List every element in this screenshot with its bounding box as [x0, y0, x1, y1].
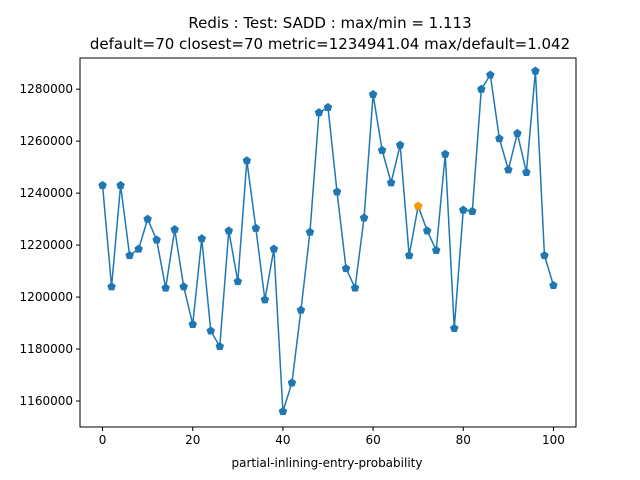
data-point [486, 70, 495, 79]
data-point [206, 326, 216, 335]
data-point [287, 378, 297, 387]
data-point [125, 250, 134, 260]
data-point [359, 213, 369, 222]
data-point [549, 280, 558, 290]
y-tick-label: 1280000 [20, 82, 73, 96]
data-point [513, 128, 522, 138]
data-point [116, 180, 125, 189]
y-tick-label: 1260000 [20, 134, 73, 148]
data-point [296, 305, 306, 314]
chart-title: Redis : Test: SADD : max/min = 1.113 [188, 14, 471, 32]
y-tick-label: 1180000 [20, 342, 73, 356]
data-point [458, 205, 468, 214]
data-point [179, 282, 188, 291]
data-point [188, 319, 198, 328]
x-tick-label: 100 [542, 433, 565, 447]
data-point [386, 178, 396, 187]
x-tick-label: 0 [99, 433, 107, 447]
data-point [233, 276, 243, 286]
y-tick-label: 1240000 [20, 186, 73, 200]
x-tick-label: 60 [365, 433, 380, 447]
y-tick-label: 1200000 [20, 290, 73, 304]
data-point [522, 167, 531, 176]
data-point [422, 226, 432, 235]
data-point [197, 234, 207, 243]
data-point [504, 165, 513, 174]
data-point [449, 323, 459, 332]
data-point [368, 89, 378, 99]
data-point [431, 245, 441, 254]
chart-subtitle: default=70 closest=70 metric=1234941.04 … [90, 35, 570, 53]
data-point [134, 244, 143, 253]
data-point [107, 282, 116, 291]
data-point [332, 187, 342, 196]
data-point [278, 406, 288, 416]
y-tick-label: 1220000 [20, 238, 73, 252]
data-point [495, 134, 504, 143]
data-point [269, 244, 279, 253]
data-point [215, 341, 225, 351]
data-point [440, 149, 450, 158]
data-point [540, 250, 549, 260]
data-point [377, 145, 387, 154]
x-tick-label: 40 [275, 433, 290, 447]
x-tick-label: 20 [185, 433, 200, 447]
data-point [161, 283, 170, 292]
data-point [531, 66, 540, 75]
data-point [170, 225, 179, 234]
data-point [224, 226, 234, 235]
data-point [242, 156, 252, 165]
data-point [350, 283, 360, 292]
default-point-marker [413, 201, 423, 210]
x-axis-label: partial-inlining-entry-probability [232, 456, 423, 470]
data-point [251, 223, 261, 232]
data-point [323, 102, 333, 112]
series-line [101, 70, 555, 413]
plot-area: 0 20 40 60 80 100 1160000 1180000 1200000 1220000… [20, 57, 577, 447]
data-point [314, 108, 324, 117]
data-point [477, 84, 486, 93]
data-point [143, 214, 152, 223]
data-point [260, 295, 270, 304]
y-tick-label: 1160000 [20, 394, 73, 408]
data-point [98, 180, 107, 189]
data-point [404, 250, 414, 260]
data-point [395, 140, 405, 149]
axes-frame [79, 57, 577, 428]
data-point [341, 263, 351, 273]
data-point [152, 235, 161, 244]
data-point [305, 227, 315, 236]
data-point [468, 206, 477, 215]
x-tick-label: 80 [456, 433, 471, 447]
